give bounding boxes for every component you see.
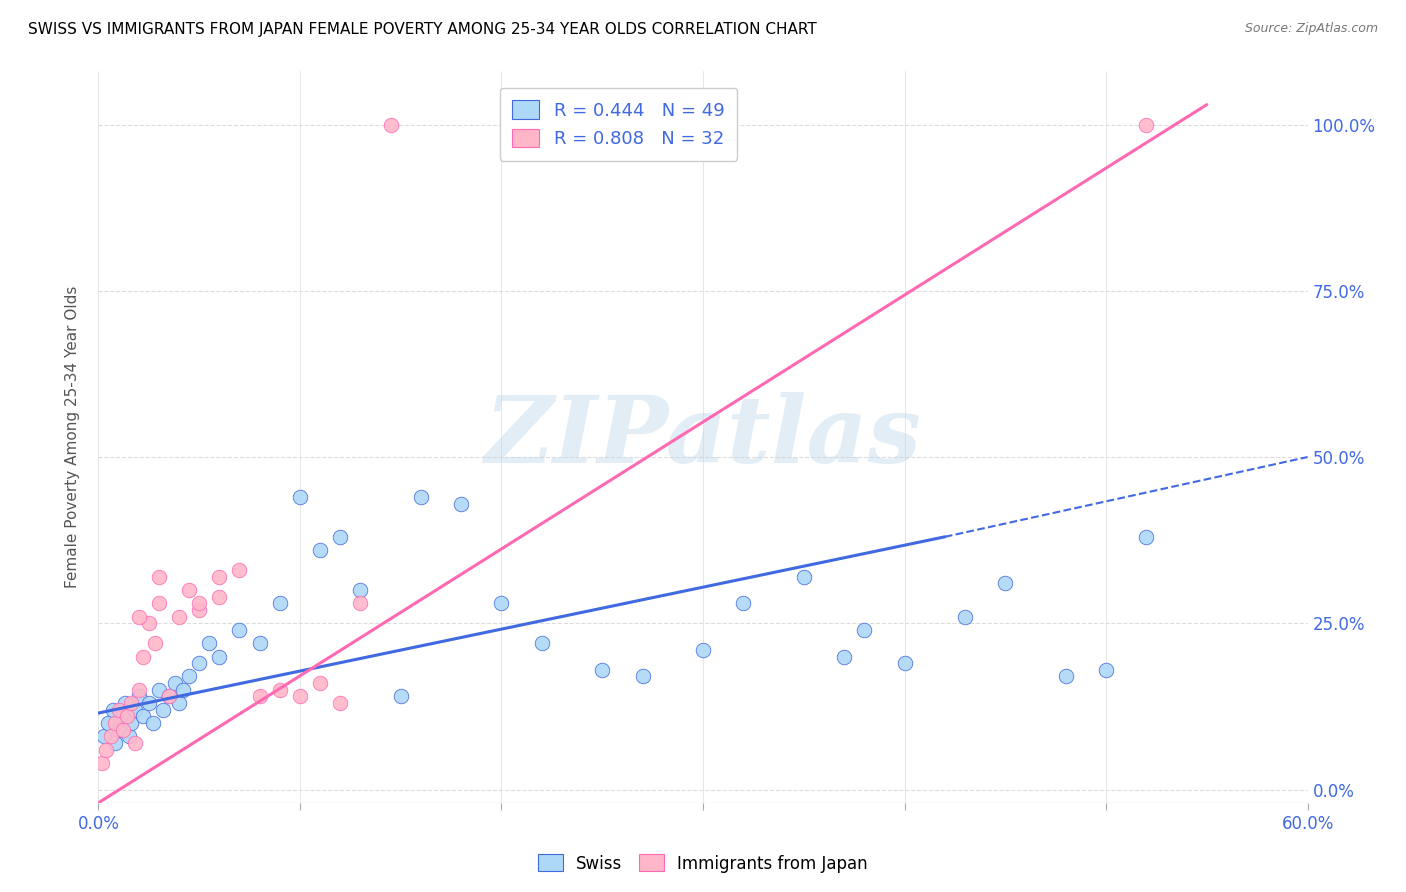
Point	[309, 543, 332, 558]
Legend: R = 0.444   N = 49, R = 0.808   N = 32: R = 0.444 N = 49, R = 0.808 N = 32	[499, 87, 737, 161]
Point	[188, 603, 211, 617]
Point	[103, 736, 125, 750]
Point	[349, 582, 371, 597]
Point	[100, 729, 122, 743]
Legend: Swiss, Immigrants from Japan: Swiss, Immigrants from Japan	[531, 847, 875, 880]
Point	[143, 636, 166, 650]
Point	[853, 623, 876, 637]
Point	[124, 736, 146, 750]
Point	[228, 563, 250, 577]
Point	[1095, 663, 1118, 677]
Point	[138, 696, 160, 710]
Point	[269, 596, 291, 610]
Point	[163, 676, 186, 690]
Point	[309, 676, 332, 690]
Point	[228, 623, 250, 637]
Point	[893, 656, 915, 670]
Point	[631, 669, 654, 683]
Point	[97, 716, 120, 731]
Point	[208, 649, 231, 664]
Point	[329, 696, 352, 710]
Text: SWISS VS IMMIGRANTS FROM JAPAN FEMALE POVERTY AMONG 25-34 YEAR OLDS CORRELATION : SWISS VS IMMIGRANTS FROM JAPAN FEMALE PO…	[28, 22, 817, 37]
Point	[172, 682, 194, 697]
Point	[167, 696, 190, 710]
Text: Source: ZipAtlas.com: Source: ZipAtlas.com	[1244, 22, 1378, 36]
Point	[288, 690, 311, 704]
Point	[249, 690, 271, 704]
Point	[120, 696, 142, 710]
Point	[288, 490, 311, 504]
Point	[114, 696, 136, 710]
Point	[111, 723, 134, 737]
Y-axis label: Female Poverty Among 25-34 Year Olds: Female Poverty Among 25-34 Year Olds	[65, 286, 80, 588]
Text: ZIPatlas: ZIPatlas	[485, 392, 921, 482]
Point	[198, 636, 221, 650]
Point	[793, 570, 815, 584]
Point	[491, 596, 513, 610]
Point	[128, 682, 150, 697]
Point	[111, 709, 134, 723]
Point	[124, 703, 146, 717]
Point	[1135, 118, 1157, 132]
Point	[208, 590, 231, 604]
Point	[115, 709, 138, 723]
Point	[132, 709, 155, 723]
Point	[1135, 530, 1157, 544]
Point	[1054, 669, 1077, 683]
Point	[96, 742, 118, 756]
Point	[107, 723, 129, 737]
Point	[132, 649, 155, 664]
Point	[733, 596, 755, 610]
Point	[93, 729, 115, 743]
Point	[142, 716, 165, 731]
Point	[120, 716, 142, 731]
Point	[148, 682, 170, 697]
Point	[91, 756, 114, 770]
Point	[148, 596, 170, 610]
Point	[188, 596, 211, 610]
Point	[148, 570, 170, 584]
Point	[157, 690, 180, 704]
Point	[107, 703, 129, 717]
Point	[409, 490, 432, 504]
Point	[994, 576, 1017, 591]
Point	[530, 636, 553, 650]
Point	[118, 729, 141, 743]
Point	[832, 649, 855, 664]
Point	[128, 690, 150, 704]
Point	[101, 703, 124, 717]
Point	[167, 609, 190, 624]
Point	[249, 636, 271, 650]
Point	[329, 530, 352, 544]
Point	[179, 582, 201, 597]
Point	[389, 690, 412, 704]
Point	[128, 609, 150, 624]
Point	[188, 656, 211, 670]
Point	[953, 609, 976, 624]
Point	[138, 616, 160, 631]
Point	[152, 703, 174, 717]
Point	[269, 682, 291, 697]
Point	[103, 716, 125, 731]
Point	[208, 570, 231, 584]
Point	[349, 596, 371, 610]
Point	[450, 497, 472, 511]
Point	[692, 643, 714, 657]
Point	[380, 118, 402, 132]
Point	[179, 669, 201, 683]
Point	[591, 663, 613, 677]
Point	[157, 690, 180, 704]
